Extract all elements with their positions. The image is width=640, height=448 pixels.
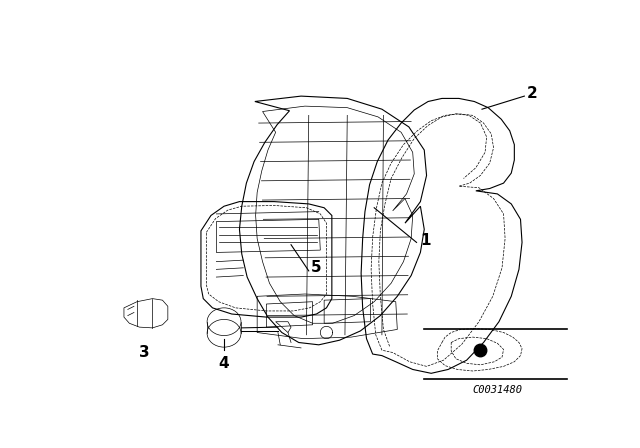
Text: 2: 2 [527,86,538,101]
Text: 5: 5 [311,260,322,276]
Text: 1: 1 [420,233,431,248]
Text: 3: 3 [140,345,150,360]
Text: C0031480: C0031480 [472,385,522,395]
Text: 4: 4 [219,356,229,370]
